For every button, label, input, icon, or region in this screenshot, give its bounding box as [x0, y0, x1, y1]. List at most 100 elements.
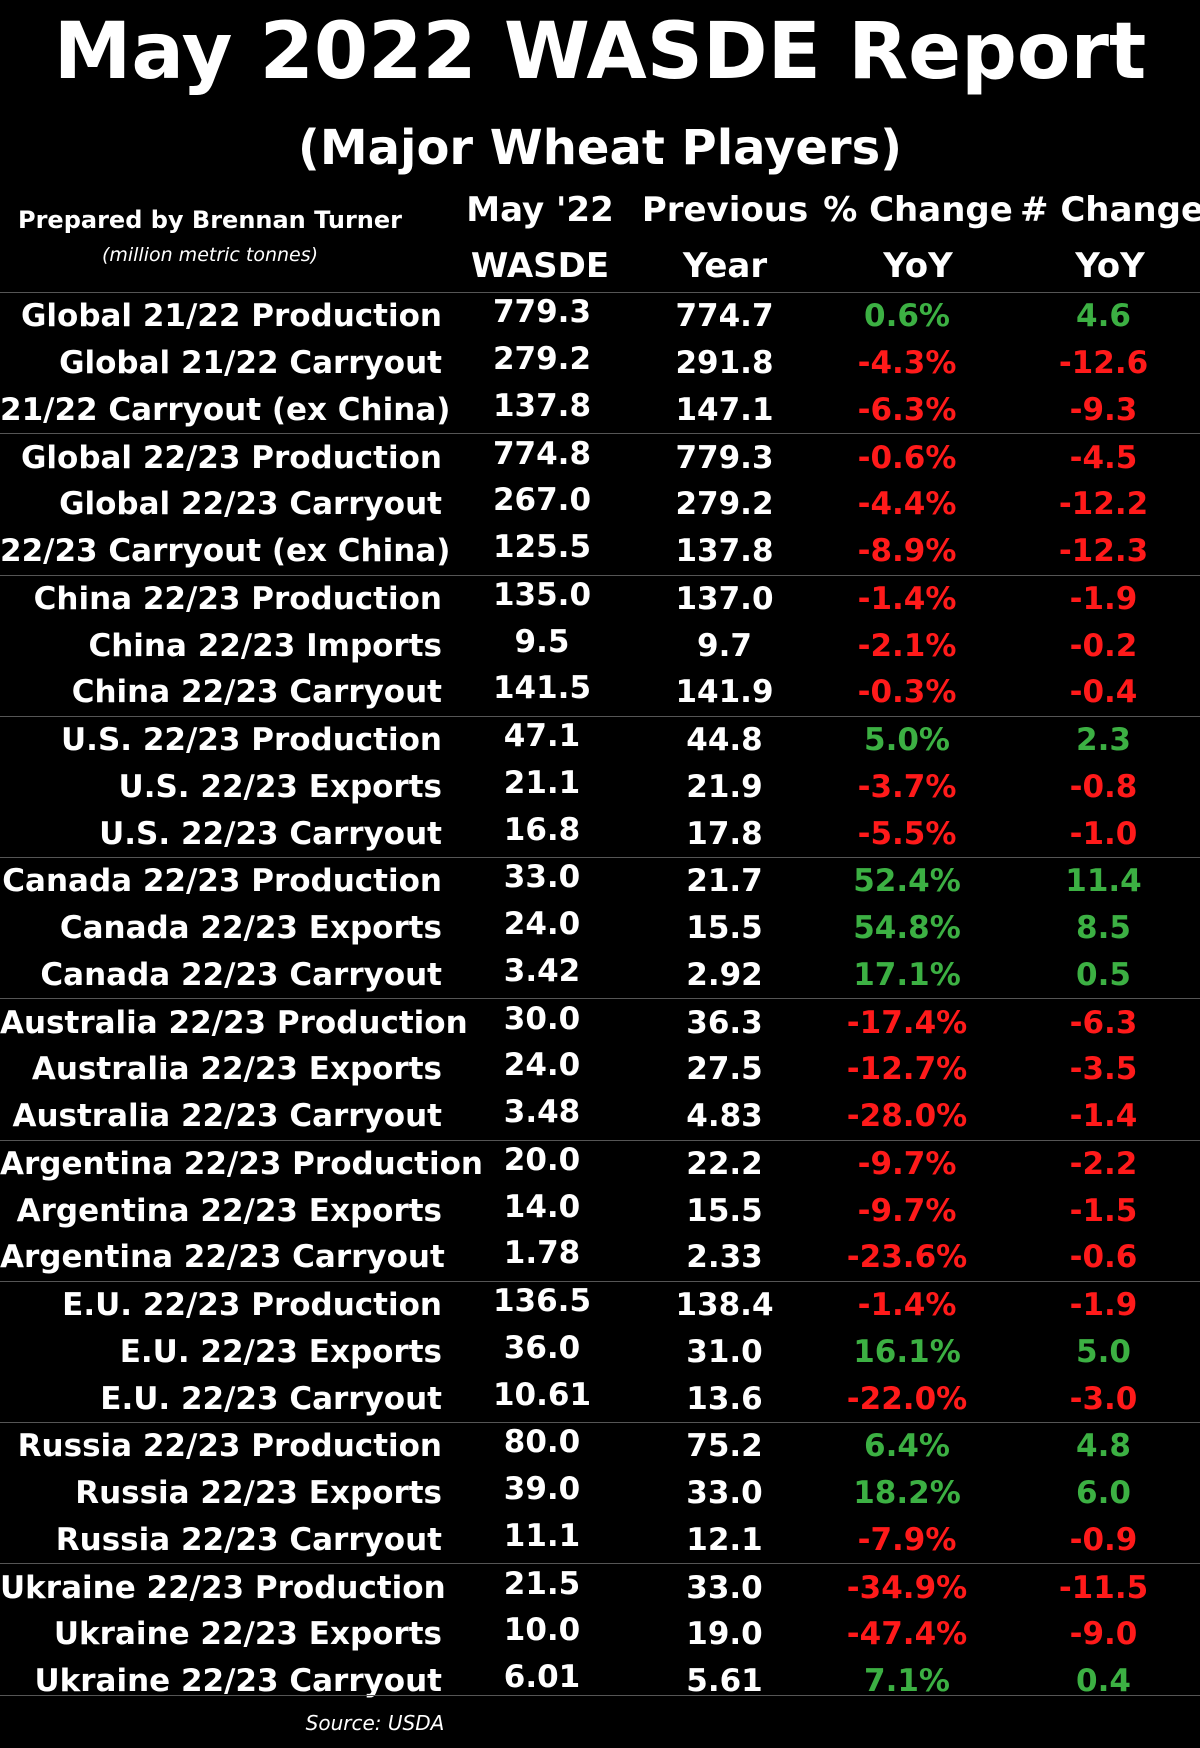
pct-change-value: 6.4% — [864, 1428, 950, 1465]
num-change-value: -0.9 — [1069, 1521, 1138, 1558]
table-bottom-divider — [0, 1695, 1200, 1696]
pct-change-value: -2.1% — [857, 627, 957, 664]
wasde-value: 6.01 — [503, 1659, 581, 1696]
row-label: Russia 22/23 Production — [17, 1428, 442, 1465]
row-label: Global 21/22 Carryout — [59, 345, 442, 382]
wasde-value: 21.5 — [503, 1565, 581, 1602]
num-change-value: 2.3 — [1076, 722, 1131, 759]
table-row: 22/23 Carryout (ex China) 125.5 137.8 -8.9%… — [0, 528, 1200, 576]
wasde-value: 14.0 — [503, 1188, 581, 1225]
wasde-value: 33.0 — [503, 859, 581, 896]
row-label: U.S. 22/23 Carryout — [99, 815, 442, 852]
wasde-value: 137.8 — [492, 387, 592, 424]
previous-year-value: 33.0 — [686, 1475, 763, 1512]
pct-change-value: -1.4% — [857, 580, 957, 617]
row-label: Ukraine 22/23 Production — [0, 1569, 446, 1606]
previous-year-value: 19.0 — [686, 1616, 763, 1653]
row-label: Argentina 22/23 Carryout — [0, 1239, 445, 1276]
wasde-value: 24.0 — [503, 906, 581, 943]
table-row: Australia 22/23 Production 30.0 36.3 -17.4%… — [0, 999, 1200, 1046]
table-row: China 22/23 Imports 9.5 9.7 -2.1% -0.2 — [0, 622, 1200, 669]
pct-change-value: -7.9% — [857, 1521, 957, 1558]
row-label: 22/23 Carryout (ex China) — [0, 533, 451, 570]
pct-change-value: -5.5% — [857, 815, 957, 852]
wasde-value: 36.0 — [503, 1329, 581, 1366]
pct-change-value: 5.0% — [864, 722, 950, 759]
wasde-value: 24.0 — [503, 1047, 581, 1084]
row-label: U.S. 22/23 Exports — [118, 768, 442, 805]
source-note: Source: USDA — [305, 1711, 445, 1735]
report-title: May 2022 WASDE Report — [53, 7, 1147, 97]
pct-change-value: -17.4% — [846, 1004, 968, 1041]
num-change-value: 8.5 — [1076, 910, 1131, 947]
table-row: E.U. 22/23 Carryout 10.61 13.6 -22.0% -3.0 — [0, 1375, 1200, 1423]
previous-year-value: 36.3 — [686, 1004, 763, 1041]
pct-change-value: -9.7% — [857, 1145, 957, 1182]
num-change-value: 5.0 — [1076, 1333, 1131, 1370]
previous-year-value: 774.7 — [675, 298, 774, 335]
pct-change-value: 54.8% — [853, 910, 961, 947]
previous-year-value: 21.9 — [686, 768, 763, 805]
num-change-value: 4.8 — [1076, 1428, 1131, 1465]
wasde-value: 3.48 — [503, 1094, 581, 1131]
row-label: E.U. 22/23 Production — [62, 1287, 442, 1324]
previous-year-value: 33.0 — [686, 1569, 763, 1606]
header-line: % Change — [823, 190, 1013, 230]
num-change-value: -4.5 — [1069, 439, 1138, 476]
wasde-value: 141.5 — [492, 670, 592, 707]
pct-change-value: 7.1% — [864, 1663, 950, 1700]
num-change-value: -2.2 — [1069, 1145, 1138, 1182]
wasde-value: 779.3 — [492, 294, 592, 331]
pct-change-value: 18.2% — [853, 1475, 961, 1512]
prepared-by: Prepared by Brennan Turner — [18, 206, 402, 234]
pct-change-value: -23.6% — [846, 1239, 968, 1276]
table-row: Russia 22/23 Production 80.0 75.2 6.4% 4.8 — [0, 1423, 1200, 1470]
pct-change-value: -3.7% — [857, 768, 957, 805]
table-row: China 22/23 Production 135.0 137.0 -1.4% -1.… — [0, 576, 1200, 623]
wasde-value: 1.78 — [503, 1235, 581, 1272]
row-label: Argentina 22/23 Exports — [16, 1192, 442, 1229]
wasde-value: 279.2 — [492, 341, 592, 378]
table-row: Ukraine 22/23 Carryout 6.01 5.61 7.1% 0.4 — [0, 1658, 1200, 1705]
row-label: E.U. 22/23 Exports — [119, 1333, 442, 1370]
num-change-value: 0.5 — [1076, 956, 1131, 993]
wasde-value: 80.0 — [503, 1424, 581, 1461]
previous-year-value: 2.92 — [686, 956, 763, 993]
previous-year-value: 27.5 — [686, 1051, 763, 1088]
num-change-value: -0.4 — [1069, 674, 1138, 711]
table-row: Argentina 22/23 Carryout 1.78 2.33 -23.6% -0… — [0, 1234, 1200, 1282]
pct-change-value: 17.1% — [853, 956, 961, 993]
num-change-value: -0.8 — [1069, 768, 1138, 805]
wasde-value: 20.0 — [503, 1141, 581, 1178]
previous-year-value: 22.2 — [686, 1145, 763, 1182]
header-line: Previous — [641, 190, 809, 230]
units-note: (million metric tonnes) — [101, 244, 319, 266]
previous-year-value: 291.8 — [675, 345, 774, 382]
wasde-value: 47.1 — [503, 718, 581, 755]
previous-year-value: 12.1 — [686, 1521, 763, 1558]
table-row: Australia 22/23 Exports 24.0 27.5 -12.7% -3.… — [0, 1046, 1200, 1093]
row-label: Australia 22/23 Production — [0, 1004, 468, 1041]
table-row: Ukraine 22/23 Exports 10.0 19.0 -47.4% -9.0 — [0, 1611, 1200, 1658]
header-may-wasde: May '22 WASDE — [460, 182, 620, 294]
table-row: Global 21/22 Production 779.3 774.7 0.6% 4.6 — [0, 293, 1200, 340]
previous-year-value: 75.2 — [686, 1428, 763, 1465]
row-label: U.S. 22/23 Production — [61, 722, 442, 759]
num-change-value: -3.5 — [1069, 1051, 1138, 1088]
pct-change-value: -28.0% — [846, 1098, 968, 1135]
row-label: China 22/23 Production — [33, 580, 442, 617]
num-change-value: -1.9 — [1069, 580, 1138, 617]
pct-change-value: -12.7% — [846, 1051, 968, 1088]
wasde-value: 125.5 — [492, 529, 592, 566]
num-change-value: -1.5 — [1069, 1192, 1138, 1229]
table-row: Canada 22/23 Production 33.0 21.7 52.4% 11.4 — [0, 858, 1200, 905]
wasde-value: 10.0 — [503, 1612, 581, 1649]
table-row: China 22/23 Carryout 141.5 141.9 -0.3% -0.4 — [0, 669, 1200, 717]
previous-year-value: 137.0 — [675, 580, 774, 617]
header-line: # Change — [1020, 190, 1200, 230]
table-row: U.S. 22/23 Exports 21.1 21.9 -3.7% -0.8 — [0, 764, 1200, 811]
table-row: Argentina 22/23 Exports 14.0 15.5 -9.7% -1.5 — [0, 1187, 1200, 1234]
num-change-value: -6.3 — [1069, 1004, 1138, 1041]
table-row: Canada 22/23 Exports 24.0 15.5 54.8% 8.5 — [0, 905, 1200, 952]
table-row: Russia 22/23 Exports 39.0 33.0 18.2% 6.0 — [0, 1470, 1200, 1517]
